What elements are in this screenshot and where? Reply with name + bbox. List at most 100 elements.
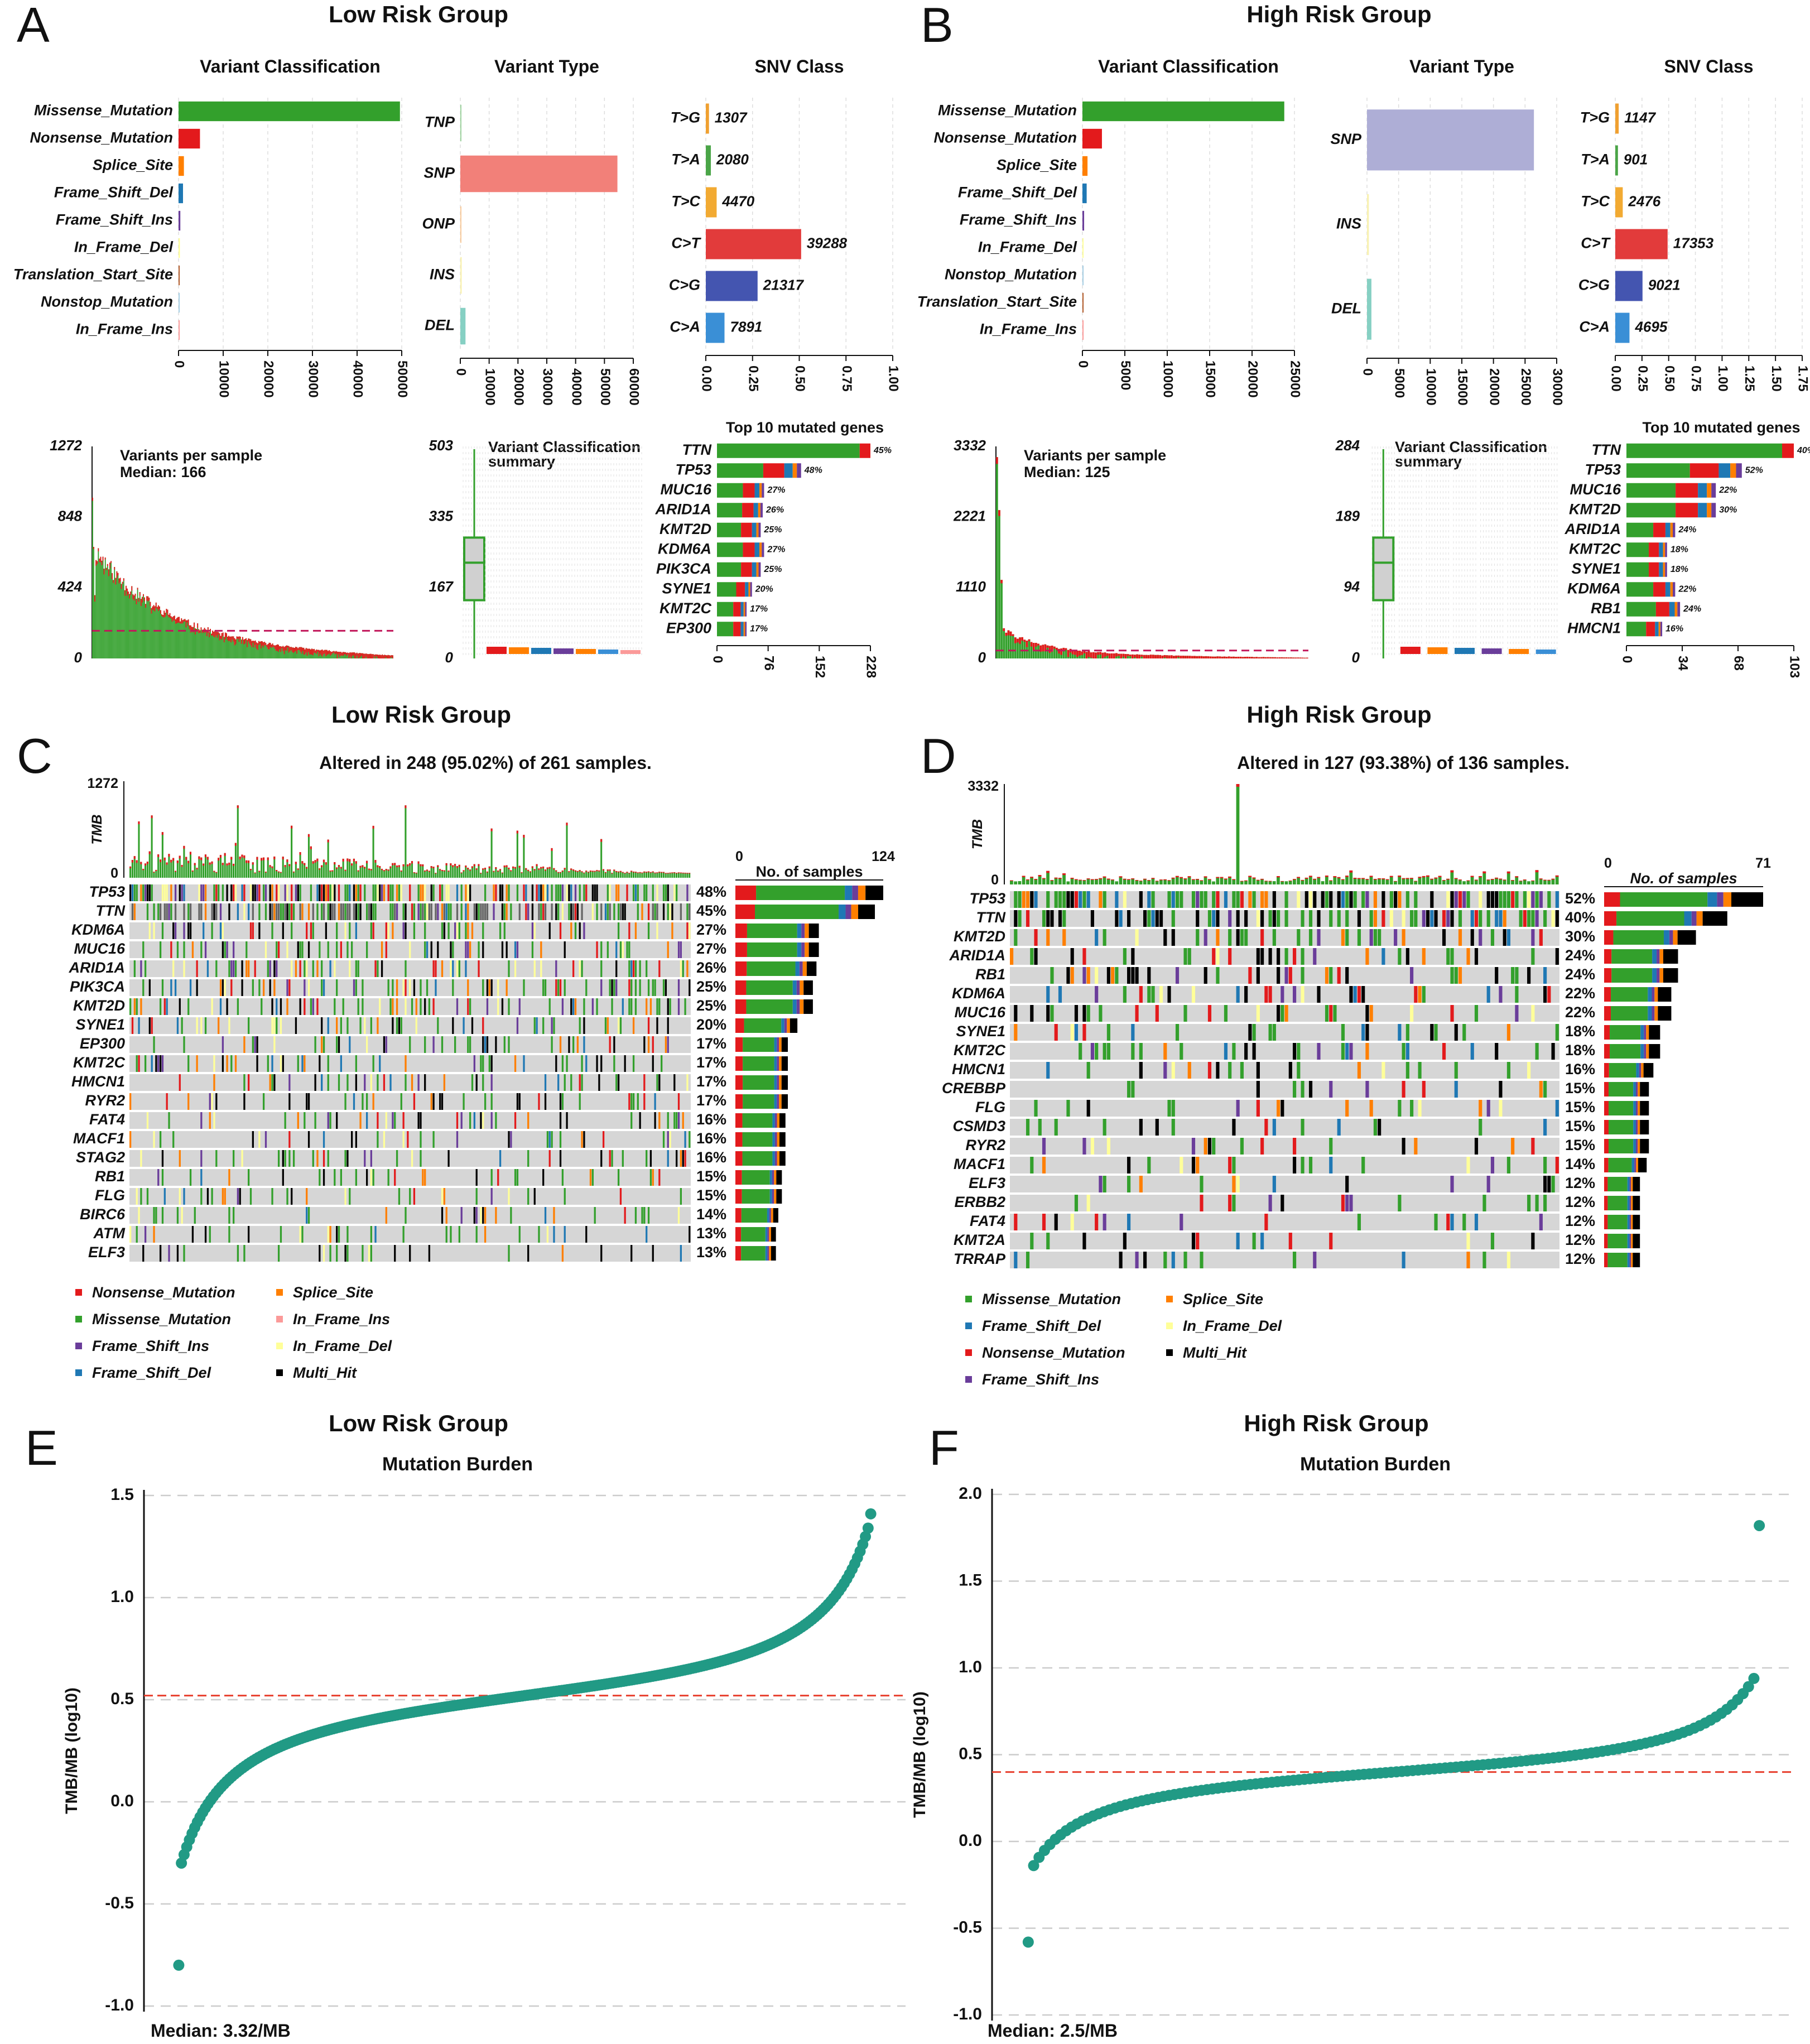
- tmb-bar-top: [277, 871, 280, 873]
- oncoprint-cell: [1272, 891, 1276, 908]
- variants-per-sample-bar: [257, 643, 258, 658]
- oncoprint-cell: [269, 960, 271, 977]
- variants-per-sample-bar-top: [1083, 651, 1086, 654]
- tmb-bar: [1490, 879, 1494, 884]
- tmb-bar: [351, 863, 353, 878]
- variant-classification-tick-label: 20000: [261, 360, 276, 398]
- vc-summary-box: [598, 650, 618, 654]
- oncoprint-cell: [632, 1093, 635, 1110]
- oncoprint-cell: [452, 1017, 454, 1034]
- oncoprint-cell: [417, 903, 420, 920]
- oncoprint-gene-label: MACF1: [73, 1130, 125, 1147]
- variants-per-sample-bar-top: [338, 652, 339, 655]
- oncoprint-cell: [1527, 910, 1531, 927]
- variants-per-sample-tick-label: 1272: [50, 437, 82, 454]
- oncoprint-cell: [129, 1093, 132, 1110]
- samples-title: No. of samples: [755, 863, 863, 880]
- oncoprint-cell: [370, 903, 372, 920]
- tmb-bar-top: [394, 863, 396, 865]
- oncoprint-cell: [1422, 1081, 1426, 1098]
- variant-classification-label: Nonsense_Mutation: [933, 129, 1077, 146]
- tmb-bar: [583, 872, 585, 878]
- tmb-bar: [194, 863, 196, 878]
- tmb-bar-top: [211, 861, 213, 864]
- oncoprint-cell: [1434, 910, 1438, 927]
- oncoprint-cell: [196, 1017, 198, 1034]
- tmb-bar-top: [518, 865, 521, 868]
- oncoprint-cell: [307, 979, 310, 996]
- oncoprint-cell: [1171, 929, 1175, 946]
- oncoprint-cell: [183, 1245, 185, 1262]
- oncoprint-cell: [445, 1226, 447, 1243]
- oncoprint-gene-label: FAT4: [89, 1111, 125, 1128]
- oncoprint-cell: [322, 1036, 325, 1053]
- tmb-bar: [1394, 881, 1397, 884]
- oncoprint-cell: [428, 903, 431, 920]
- oncoprint-cell: [508, 1036, 510, 1053]
- variants-per-sample-bar-top: [145, 604, 147, 608]
- top10-bar-segment: [1626, 542, 1649, 557]
- tmb-bar: [338, 865, 340, 878]
- oncoprint-cell: [596, 884, 598, 901]
- samples-bar-segment: [1669, 930, 1673, 945]
- variants-per-sample-bar-top: [326, 650, 328, 655]
- samples-bar-segment: [767, 1227, 769, 1242]
- oncoprint-cell: [1462, 891, 1466, 908]
- samples-bar-segment: [1641, 1063, 1644, 1078]
- oncoprint-cell: [1535, 1043, 1539, 1060]
- tmb-bar-top: [336, 867, 338, 869]
- samples-bar-segment: [755, 905, 839, 919]
- oncoprint-cell: [286, 998, 288, 1015]
- tmb-bar: [486, 871, 488, 878]
- oncoprint-cell: [501, 884, 504, 901]
- oncoprint-cell: [1127, 1157, 1131, 1174]
- tmb-bar-top: [357, 870, 359, 872]
- oncoprint-cell: [551, 1036, 553, 1053]
- oncoprint-cell: [269, 979, 271, 996]
- variants-per-sample-bar-top: [306, 648, 308, 656]
- oncoprint-cell: [488, 1055, 490, 1072]
- samples-bar-segment: [1636, 1063, 1639, 1078]
- oncoprint-cell: [1474, 948, 1479, 965]
- variants-per-sample-bar: [115, 578, 117, 658]
- oncoprint-cell: [271, 884, 273, 901]
- oncoprint-cell: [312, 960, 314, 977]
- variants-per-sample-bar-top: [171, 617, 173, 622]
- variants-per-sample-bar-top: [206, 631, 208, 636]
- oncoprint-cell: [1264, 891, 1268, 908]
- tmb-bar: [1054, 877, 1058, 884]
- oncoprint-cell: [1426, 910, 1430, 927]
- tmb-bar: [357, 870, 359, 878]
- oncoprint-cell: [370, 1017, 372, 1034]
- samples-bar-segment: [1604, 1082, 1609, 1096]
- variants-per-sample-bar: [128, 591, 129, 658]
- tmb-bar: [1482, 871, 1486, 884]
- top10-bar-segment: [745, 602, 747, 617]
- variant-classification-bar: [1082, 238, 1084, 258]
- oncoprint-cell: [284, 903, 286, 920]
- oncoprint-cell: [559, 1150, 562, 1167]
- oncoprint-cell: [1256, 1100, 1260, 1117]
- oncoprint-cell: [1272, 1176, 1276, 1192]
- oncoprint-cell: [559, 1036, 562, 1053]
- samples-bar-segment: [1609, 1120, 1634, 1134]
- oncoprint-cell: [170, 903, 172, 920]
- top10-bar-segment: [1665, 582, 1671, 597]
- oncoprint-cell: [344, 903, 346, 920]
- oncoprint-cell: [297, 1112, 299, 1129]
- oncoprint-cell: [183, 903, 185, 920]
- samples-bar-segment: [865, 886, 883, 900]
- variants-per-sample-bar-top: [345, 652, 346, 655]
- variants-per-sample-bar: [319, 650, 321, 658]
- variants-per-sample-bar-top: [1163, 655, 1166, 658]
- variants-per-sample-bar-top: [307, 648, 309, 652]
- top10-gene-label: ARID1A: [654, 501, 711, 517]
- oncoprint-cell: [249, 922, 252, 939]
- tmb-bar: [1099, 878, 1103, 884]
- oncoprint-cell: [1527, 1195, 1531, 1211]
- oncoprint-cell: [435, 979, 437, 996]
- oncoprint-cell: [508, 998, 510, 1015]
- tmb-bar: [131, 859, 133, 878]
- variants-per-sample-bar-top: [1235, 657, 1237, 658]
- oncoprint-cell: [377, 960, 379, 977]
